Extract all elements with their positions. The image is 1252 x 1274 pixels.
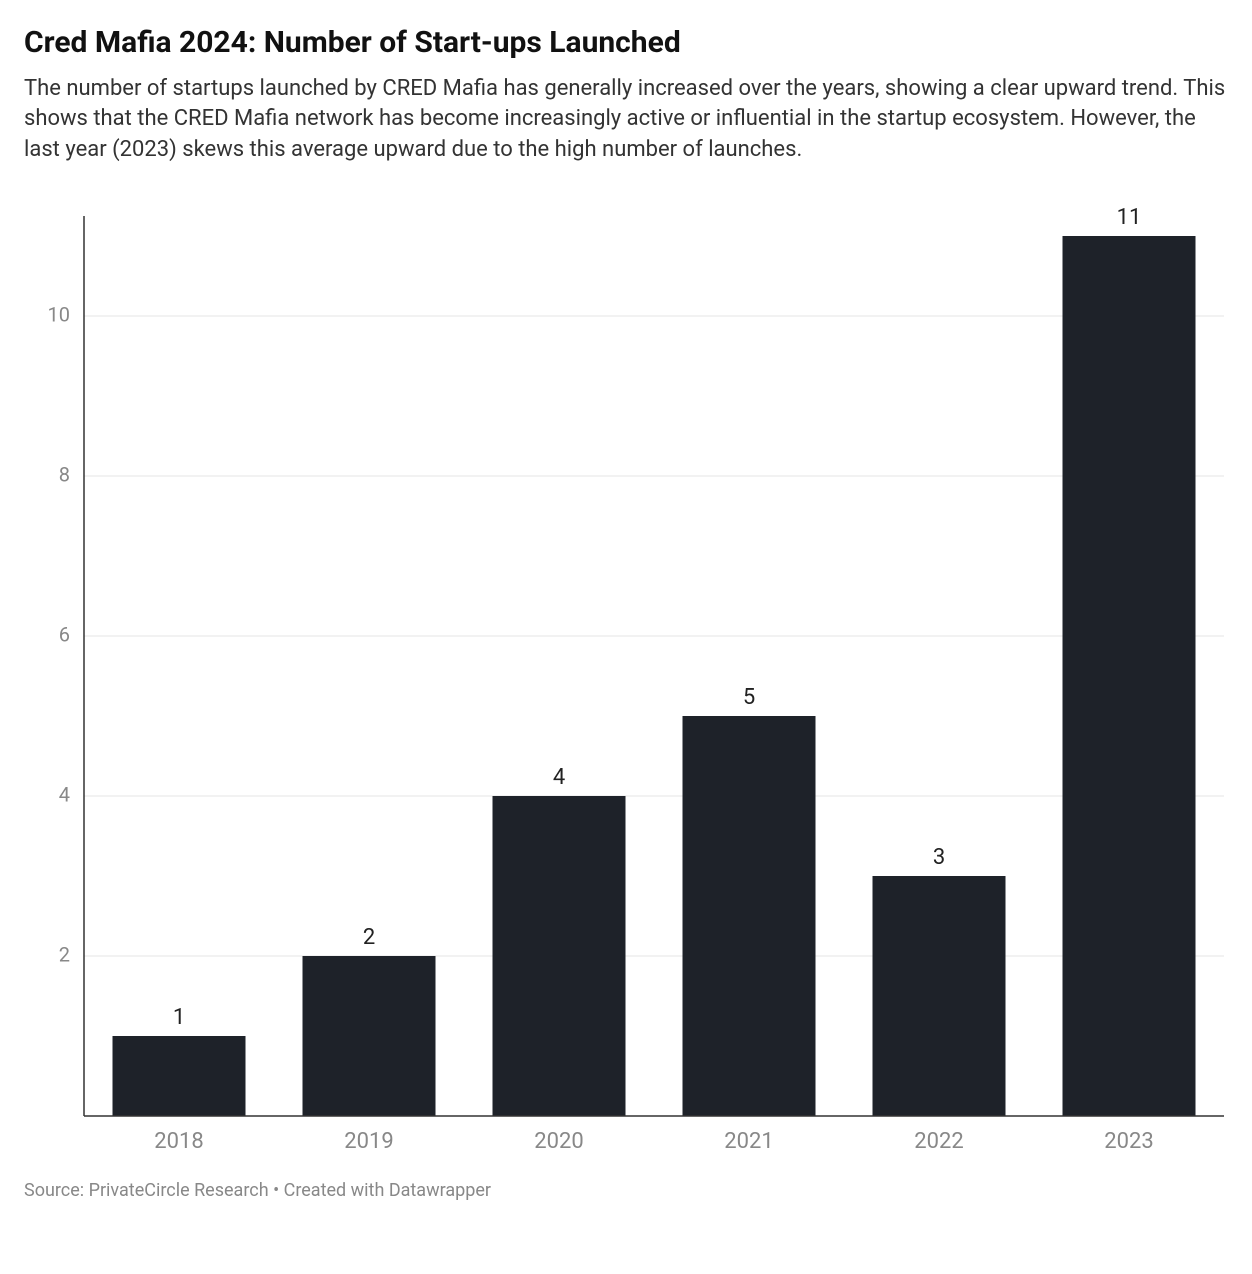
value-label: 5 — [743, 685, 755, 710]
bar — [683, 716, 816, 1116]
x-tick-label: 2022 — [914, 1129, 963, 1154]
bar-chart: 2 4 6 8 10 1 2018 2 2019 4 2020 5 2021 3 2022 11 2023 — [24, 196, 1224, 1162]
x-tick-label: 2018 — [154, 1129, 203, 1154]
value-label: 1 — [173, 1005, 185, 1030]
value-label: 4 — [553, 765, 565, 790]
bar — [1063, 236, 1196, 1116]
y-tick-label: 4 — [59, 782, 70, 806]
chart-description: The number of startups launched by CRED … — [24, 74, 1228, 166]
y-tick-label: 10 — [48, 302, 70, 326]
x-tick-label: 2020 — [534, 1129, 583, 1154]
chart-footer: Source: PrivateCircle Research • Created… — [24, 1180, 1228, 1201]
y-tick-label: 6 — [59, 622, 70, 646]
x-tick-label: 2023 — [1104, 1129, 1153, 1154]
value-label: 3 — [933, 845, 945, 870]
value-label: 11 — [1117, 205, 1142, 230]
bar — [493, 796, 626, 1116]
bar — [303, 956, 436, 1116]
value-label: 2 — [363, 925, 375, 950]
x-tick-label: 2019 — [344, 1129, 393, 1154]
chart-area: 2 4 6 8 10 1 2018 2 2019 4 2020 5 2021 3 2022 11 2023 — [24, 196, 1228, 1162]
y-tick-label: 2 — [59, 942, 70, 966]
x-tick-label: 2021 — [724, 1129, 773, 1154]
chart-title: Cred Mafia 2024: Number of Start-ups Lau… — [24, 24, 1228, 62]
y-tick-label: 8 — [59, 462, 70, 486]
bar — [873, 876, 1006, 1116]
bar — [113, 1036, 246, 1116]
